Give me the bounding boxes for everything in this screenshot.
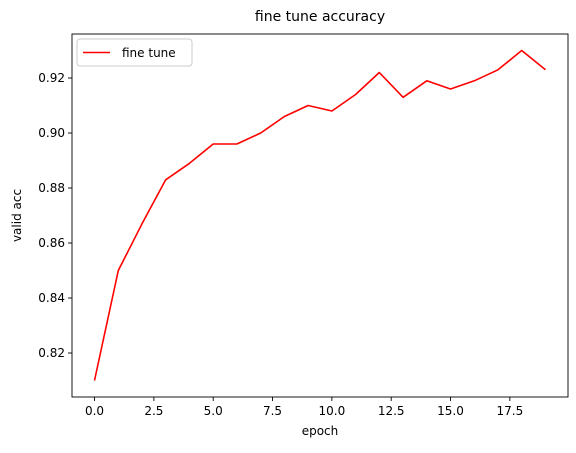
series-line bbox=[93, 49, 547, 381]
legend-label: fine tune bbox=[122, 46, 176, 60]
data-point bbox=[93, 379, 95, 381]
y-tick-label: 0.84 bbox=[38, 291, 65, 305]
data-point bbox=[117, 269, 119, 271]
x-tick-label: 12.5 bbox=[378, 404, 405, 418]
y-tick-label: 0.86 bbox=[38, 236, 65, 250]
data-point bbox=[283, 115, 285, 117]
legend: fine tune bbox=[76, 38, 193, 67]
data-point bbox=[402, 96, 404, 98]
data-point bbox=[188, 162, 190, 164]
chart-title: fine tune accuracy bbox=[255, 9, 385, 25]
data-point bbox=[426, 80, 428, 82]
data-point bbox=[473, 80, 475, 82]
data-point bbox=[236, 143, 238, 145]
y-tick-label: 0.88 bbox=[38, 181, 65, 195]
legend-box bbox=[76, 38, 193, 67]
plot-frame bbox=[71, 33, 569, 398]
y-axis-label: valid acc bbox=[10, 189, 24, 242]
data-point bbox=[354, 93, 356, 95]
series-layer bbox=[93, 49, 547, 381]
x-tick-label: 15.0 bbox=[437, 404, 464, 418]
data-point bbox=[331, 110, 333, 112]
y-axis-ticks: 0.82 0.84 0.86 0.88 0.90 0.92 bbox=[38, 71, 72, 360]
y-tick-label: 0.82 bbox=[38, 346, 65, 360]
x-tick-label: 10.0 bbox=[319, 404, 346, 418]
data-point bbox=[449, 88, 451, 90]
x-tick-label: 5.0 bbox=[204, 404, 223, 418]
data-point bbox=[141, 223, 143, 225]
data-point bbox=[521, 49, 523, 51]
data-point bbox=[497, 69, 499, 71]
data-point bbox=[307, 104, 309, 106]
x-tick-label: 7.5 bbox=[263, 404, 282, 418]
plot-area bbox=[72, 34, 568, 397]
data-point bbox=[378, 71, 380, 73]
data-point bbox=[212, 143, 214, 145]
x-axis-ticks: 0.0 2.5 5.0 7.5 10.0 12.5 15.0 17.5 bbox=[85, 397, 523, 418]
x-tick-label: 2.5 bbox=[144, 404, 163, 418]
x-tick-label: 17.5 bbox=[496, 404, 523, 418]
x-axis-label: epoch bbox=[302, 424, 339, 438]
data-point bbox=[260, 132, 262, 134]
data-point bbox=[544, 69, 546, 71]
x-tick-label: 0.0 bbox=[85, 404, 104, 418]
data-point bbox=[165, 179, 167, 181]
y-tick-label: 0.90 bbox=[38, 126, 65, 140]
y-tick-label: 0.92 bbox=[38, 71, 65, 85]
